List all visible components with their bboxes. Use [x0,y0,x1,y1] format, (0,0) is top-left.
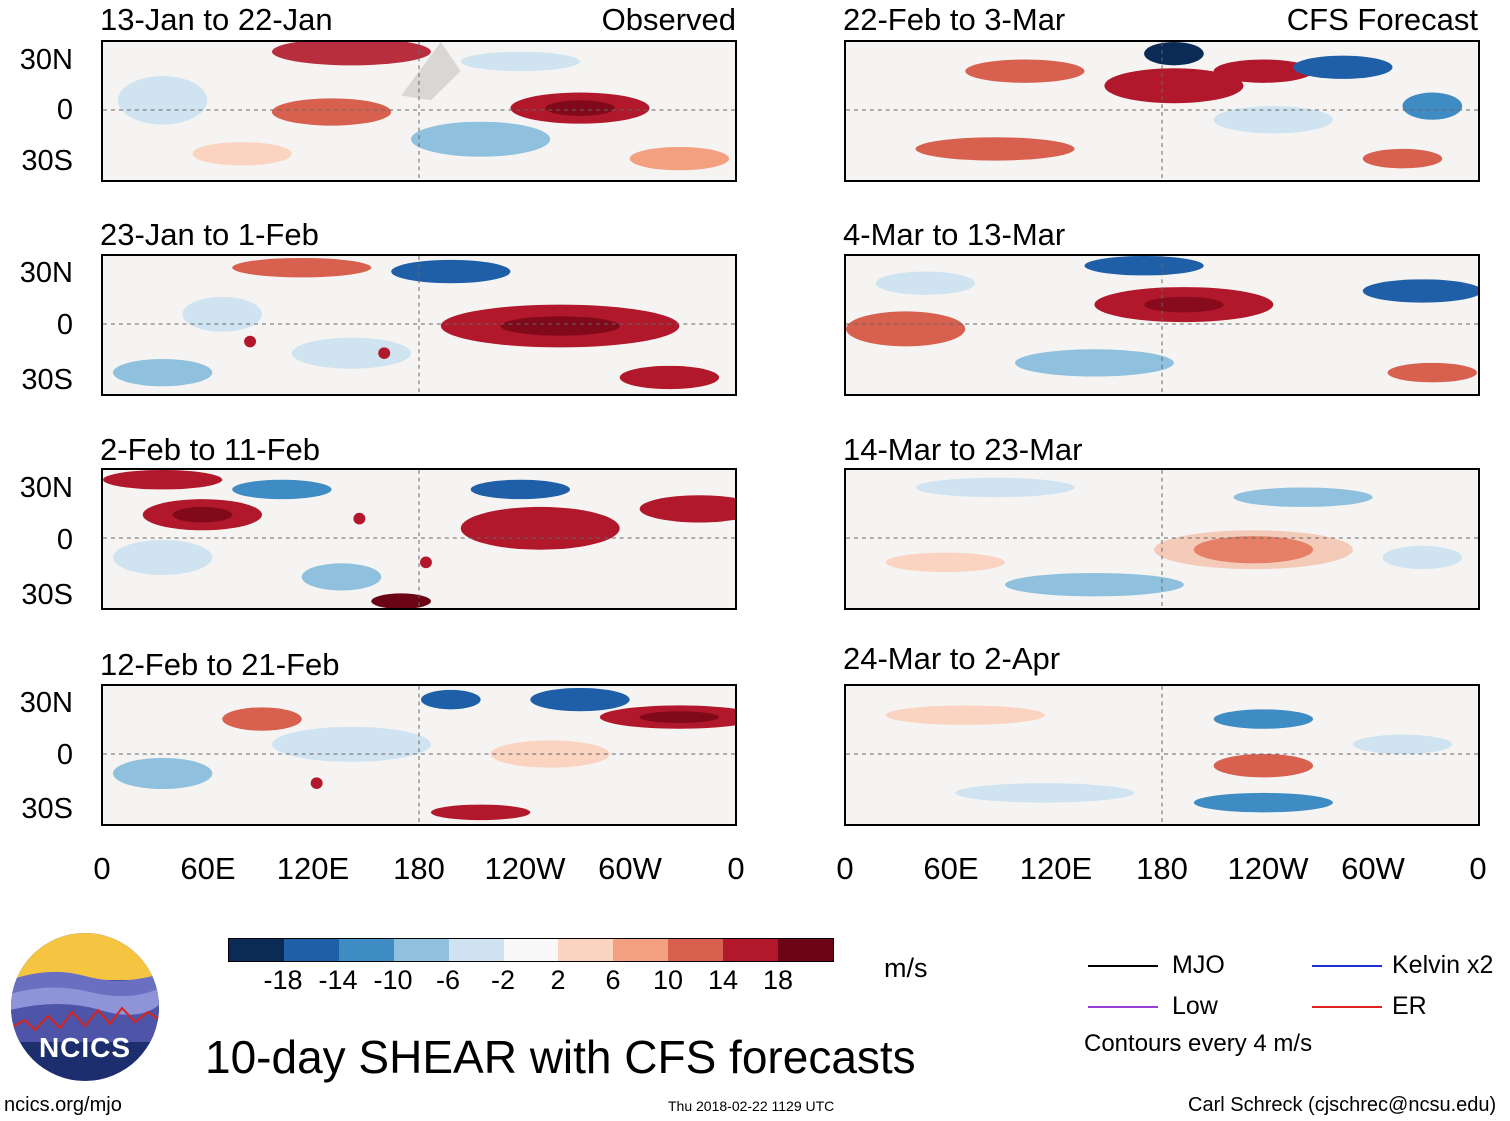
panel-title-2: 23-Jan to 1-Feb [100,217,319,252]
panel-title-8: 24-Mar to 2-Apr [843,641,1061,676]
x-label-0: 0 [93,851,111,886]
colorbar-swatch-5 [448,939,504,961]
colorbar-swatch-8 [613,939,669,961]
x-label-180: 180 [1136,851,1188,886]
legend-label-mjo: MJO [1172,951,1225,979]
legend-line-mjo [1088,965,1158,967]
map-panel-5 [844,40,1480,182]
map-panel-2 [101,254,737,396]
panel-title-4: 12-Feb to 21-Feb [100,647,340,682]
units-label: m/s [884,953,928,983]
panel-title-6: 4-Mar to 13-Mar [843,217,1066,252]
y-label-0: 0 [56,309,73,341]
legend-label-kelvin: Kelvin x2 [1392,951,1494,979]
colorbar-swatch-9 [668,939,724,961]
y-label-0: 0 [56,739,73,771]
colorbar-swatch-2 [283,939,339,961]
website-link[interactable]: ncics.org/mjo [4,1094,122,1116]
observed-label: Observed [601,2,736,37]
forecast-label: CFS Forecast [1286,2,1478,37]
colorbar-label: 6 [605,965,621,995]
y-label-30s: 30S [21,579,73,611]
colorbar-swatch-11 [778,939,833,961]
x-label-60e: 60E [923,851,979,886]
x-label-0-end: 0 [1469,851,1487,886]
map-panel-6 [844,254,1480,396]
legend-label-low: Low [1172,992,1218,1020]
colorbar-swatch-3 [338,939,394,961]
author-credit: Carl Schreck (cjschrec@ncsu.edu) [1188,1094,1497,1116]
legend-label-er: ER [1392,992,1427,1020]
y-label-30n: 30N [19,257,73,289]
colorbar-label: -14 [318,965,358,995]
map-panel-8 [844,684,1480,826]
colorbar [228,938,834,962]
panel-title-5: 22-Feb to 3-Mar [843,2,1066,37]
y-label-0: 0 [56,524,73,556]
x-label-60e: 60E [180,851,236,886]
colorbar-label: 18 [762,965,794,995]
colorbar-swatch-10 [723,939,779,961]
legend-line-low [1088,1006,1158,1008]
panel-title-1: 13-Jan to 22-Jan [100,2,333,37]
legend-line-kelvin [1312,965,1382,967]
colorbar-label: -18 [263,965,303,995]
timestamp: Thu 2018-02-22 1129 UTC [668,1098,835,1114]
panel-title-3: 2-Feb to 11-Feb [100,432,320,467]
x-label-60w: 60W [598,851,662,886]
map-panel-1 [101,40,737,182]
y-label-30s: 30S [21,145,73,177]
x-label-120e: 120E [1019,851,1093,886]
y-label-30n: 30N [19,687,73,719]
colorbar-swatch-4 [393,939,449,961]
contour-note: Contours every 4 m/s [1084,1030,1313,1057]
x-label-120w: 120W [1227,851,1309,886]
x-label-0-end: 0 [727,851,745,886]
colorbar-swatch-6 [503,939,559,961]
x-label-0: 0 [836,851,854,886]
logo-text: NCICS [38,1032,132,1063]
y-label-30s: 30S [21,793,73,825]
colorbar-label: -10 [373,965,413,995]
colorbar-label: -6 [435,965,461,995]
x-label-120w: 120W [484,851,566,886]
legend-line-er [1312,1006,1382,1008]
x-label-60w: 60W [1341,851,1405,886]
colorbar-label: 2 [550,965,566,995]
colorbar-label: 10 [652,965,684,995]
figure-title: 10-day SHEAR with CFS forecasts [205,1031,916,1083]
colorbar-swatch-1 [229,939,284,961]
colorbar-label: -2 [490,965,516,995]
y-label-30n: 30N [19,472,73,504]
colorbar-swatch-7 [558,939,614,961]
ncics-logo [10,932,160,1082]
y-label-30n: 30N [19,44,73,76]
x-label-180: 180 [393,851,445,886]
x-label-120e: 120E [276,851,350,886]
y-label-30s: 30S [21,364,73,396]
y-label-0: 0 [56,94,73,126]
map-panel-7 [844,468,1480,610]
map-panel-4 [101,684,737,826]
map-panel-3 [101,468,737,610]
colorbar-label: 14 [707,965,739,995]
panel-title-7: 14-Mar to 23-Mar [843,432,1083,467]
